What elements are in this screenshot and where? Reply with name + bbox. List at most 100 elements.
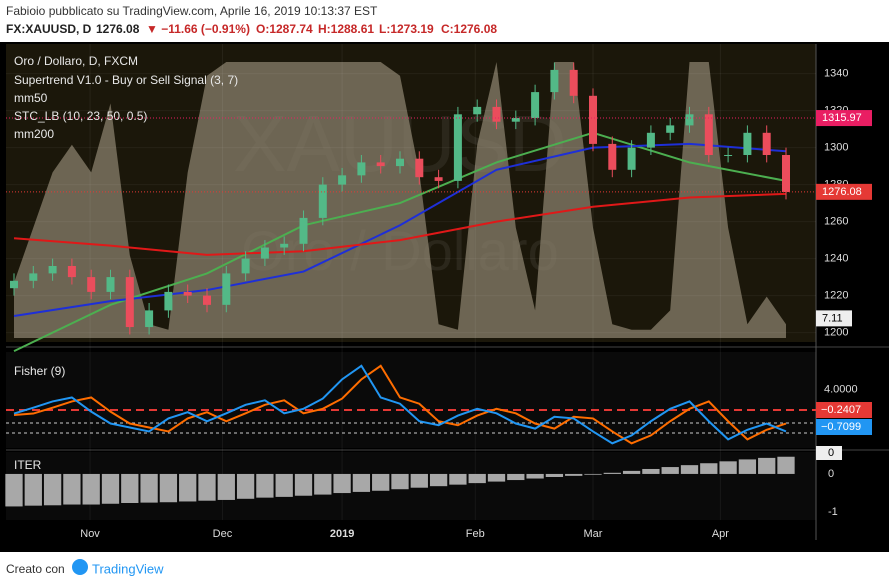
bar — [5, 473, 23, 507]
bar — [758, 457, 776, 474]
bar — [352, 473, 371, 492]
bar — [198, 473, 216, 501]
bar — [101, 473, 120, 504]
bar — [642, 468, 660, 474]
bar — [179, 473, 197, 502]
bar — [565, 473, 583, 476]
bar — [43, 473, 62, 506]
y-tick-label: 1340 — [824, 68, 848, 80]
candle-body — [318, 184, 327, 218]
fisher-line — [13, 364, 787, 445]
stc-tag-label: 7.11 — [822, 312, 843, 324]
candle-body — [511, 118, 520, 122]
candle-body — [724, 155, 733, 156]
bar — [507, 473, 525, 481]
candle-body — [666, 125, 675, 133]
brand-icon — [72, 559, 88, 575]
stc-tag — [816, 310, 852, 327]
chart-title: Oro / Dollaro, D, FXCM — [14, 54, 138, 68]
candle-body — [164, 291, 173, 311]
candle-body — [550, 69, 559, 93]
bar — [661, 467, 679, 474]
bar — [314, 473, 332, 495]
close: C:1276.08 — [441, 22, 497, 36]
candle-body — [743, 132, 752, 155]
legend-entry: mm200 — [14, 127, 54, 141]
candle-body — [685, 114, 694, 126]
candle-body — [473, 106, 482, 115]
bar — [545, 473, 564, 477]
pane-title: Fisher (9) — [14, 364, 65, 378]
footer-text: Creato con — [6, 562, 65, 576]
y-tick-label: 1200 — [824, 327, 848, 339]
change: ▼ −11.66 (−0.91%) — [146, 22, 250, 36]
bar — [121, 473, 139, 503]
pane-title: ITER — [14, 458, 42, 472]
bar — [140, 473, 158, 503]
candle-body — [87, 277, 96, 292]
candle-body — [280, 243, 289, 248]
y-tick-label: 1240 — [824, 253, 848, 265]
candle-body — [608, 143, 617, 170]
author-line: Fabioio pubblicato su TradingView.com, A… — [6, 4, 378, 18]
bar — [777, 456, 795, 474]
y-tick-label: 1300 — [824, 142, 848, 154]
value-tag — [816, 402, 872, 418]
bar — [622, 470, 641, 474]
bar — [680, 465, 699, 474]
y-tick-label: 1220 — [824, 290, 848, 302]
legend-entry: Supertrend V1.0 - Buy or Sell Signal (3,… — [14, 73, 238, 87]
x-tick-label: 2019 — [330, 528, 354, 540]
overlay-line — [13, 142, 787, 317]
last-price: 1276.08 — [96, 22, 140, 36]
x-tick-label: Dec — [213, 528, 233, 540]
bar — [294, 473, 313, 496]
candle-body — [434, 177, 443, 181]
candle-body — [704, 114, 713, 155]
candle-body — [10, 280, 18, 289]
candle-body — [125, 277, 134, 328]
low: L:1273.19 — [379, 22, 434, 36]
bar — [256, 473, 274, 498]
value-tag — [816, 446, 842, 460]
bar — [526, 473, 544, 479]
candle-body — [48, 266, 57, 274]
candle-body — [222, 273, 231, 305]
candle-body — [531, 92, 540, 118]
bar — [63, 473, 81, 505]
candle-body — [415, 158, 424, 178]
candle-body — [627, 147, 636, 170]
candle-body — [241, 258, 250, 274]
bar — [584, 473, 602, 475]
candle-body — [145, 310, 154, 328]
bar — [603, 472, 621, 474]
candle-body — [396, 158, 404, 167]
bar — [24, 473, 42, 506]
candle-body — [589, 95, 597, 144]
bar — [700, 463, 718, 474]
candle-body — [782, 155, 790, 192]
value-tag-label: 0 — [828, 447, 834, 459]
open: O:1287.74 — [256, 22, 313, 36]
stc-area — [14, 62, 786, 338]
y-tick-label: 0 — [828, 468, 834, 480]
bar — [487, 473, 506, 482]
fisher-line — [13, 364, 787, 445]
candle-body — [376, 162, 385, 167]
footer-brand: TradingView — [92, 561, 164, 576]
candle-body — [338, 175, 347, 185]
bar — [391, 473, 409, 490]
candle-body — [67, 266, 76, 278]
bar — [738, 459, 757, 474]
price-tag-label: 1315.97 — [822, 112, 862, 124]
bar — [372, 473, 390, 491]
candle-body — [646, 132, 655, 148]
bar — [719, 461, 737, 474]
candle-body — [492, 106, 501, 122]
y-tick-label: 4.0000 — [824, 383, 858, 395]
candle-body — [569, 69, 578, 96]
high: H:1288.61 — [318, 22, 374, 36]
candle-body — [762, 132, 771, 155]
symbol-line: FX:XAUUSD, D 1276.08 ▼ −11.66 (−0.91%) O… — [6, 22, 497, 36]
